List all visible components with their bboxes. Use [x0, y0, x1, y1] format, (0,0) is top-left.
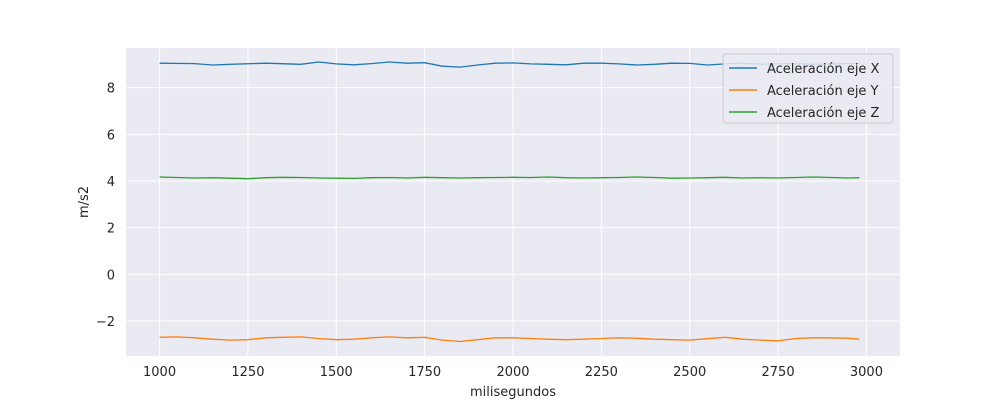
x-tick-label: 1000 [143, 365, 176, 380]
y-tick-labels: −2 0 2 4 6 8 [96, 82, 115, 330]
legend-box [722, 53, 894, 124]
x-tick-label: 1250 [231, 365, 264, 380]
y-tick-label: 0 [107, 268, 115, 283]
y-tick-label: 4 [107, 175, 115, 190]
x-tick-label: 3000 [850, 365, 883, 380]
x-tick-label: 1500 [320, 365, 353, 380]
series-line-3 [159, 176, 860, 180]
x-tick-label: 2500 [673, 365, 706, 380]
y-axis-label: m/s2 [77, 186, 92, 218]
x-tick-label: 1750 [408, 365, 441, 380]
x-tick-label: 2000 [496, 365, 529, 380]
legend-label: Aceleración eje Y [767, 84, 879, 99]
x-tick-labels: 1000 1250 1500 1750 2000 2250 2500 2750 3000 [143, 365, 883, 380]
x-axis-label: milisegundos [470, 385, 556, 400]
legend-label: Aceleración eje X [767, 62, 880, 77]
x-tick-label: 2250 [585, 365, 618, 380]
y-tick-label: 6 [107, 128, 115, 143]
y-tick-label: 8 [107, 82, 115, 97]
legend: Aceleración eje X Aceleración eje Y Aceler… [722, 53, 894, 124]
x-tick-label: 2750 [762, 365, 795, 380]
y-tick-label: −2 [96, 315, 115, 330]
series-line-2 [159, 336, 860, 343]
y-tick-label: 2 [107, 222, 115, 237]
legend-label: Aceleración eje Z [767, 106, 880, 121]
